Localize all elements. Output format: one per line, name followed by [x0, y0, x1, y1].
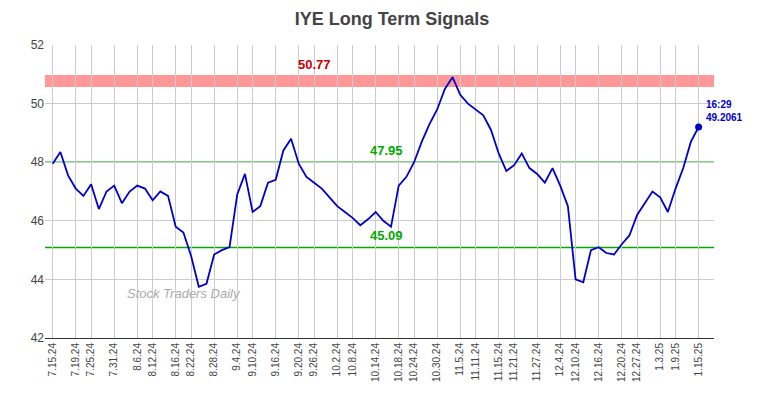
- svg-text:10.30.24: 10.30.24: [431, 343, 442, 382]
- svg-text:50: 50: [31, 97, 45, 111]
- svg-text:1.9.25: 1.9.25: [670, 343, 681, 371]
- svg-text:8.28.24: 8.28.24: [208, 343, 219, 377]
- svg-text:12.4.24: 12.4.24: [554, 343, 565, 377]
- svg-text:1.15.25: 1.15.25: [693, 343, 704, 377]
- svg-text:45.09: 45.09: [370, 228, 403, 243]
- svg-text:8.12.24: 8.12.24: [147, 343, 158, 377]
- svg-text:9.20.24: 9.20.24: [293, 343, 304, 377]
- svg-text:12.20.24: 12.20.24: [616, 343, 627, 382]
- svg-text:9.10.24: 9.10.24: [247, 343, 258, 377]
- svg-text:48: 48: [31, 155, 45, 169]
- svg-text:12.10.24: 12.10.24: [570, 343, 581, 382]
- svg-text:10.14.24: 10.14.24: [370, 343, 381, 382]
- svg-text:47.95: 47.95: [370, 143, 403, 158]
- svg-text:IYE Long Term Signals: IYE Long Term Signals: [295, 9, 490, 29]
- svg-text:7.31.24: 7.31.24: [108, 343, 119, 377]
- svg-text:11.21.24: 11.21.24: [508, 343, 519, 382]
- svg-text:44: 44: [31, 273, 45, 287]
- svg-text:42: 42: [31, 331, 45, 345]
- svg-text:7.19.24: 7.19.24: [70, 343, 81, 377]
- svg-text:11.15.24: 11.15.24: [493, 343, 504, 382]
- svg-text:12.16.24: 12.16.24: [593, 343, 604, 382]
- svg-text:9.26.24: 9.26.24: [308, 343, 319, 377]
- svg-text:11.27.24: 11.27.24: [531, 343, 542, 382]
- svg-text:8.22.24: 8.22.24: [185, 343, 196, 377]
- svg-text:8.6.24: 8.6.24: [132, 343, 143, 371]
- svg-text:46: 46: [31, 214, 45, 228]
- svg-text:7.25.24: 7.25.24: [85, 343, 96, 377]
- svg-text:1.3.25: 1.3.25: [654, 343, 665, 371]
- svg-text:9.16.24: 9.16.24: [270, 343, 281, 377]
- svg-text:16:2949.2061: 16:2949.2061: [706, 99, 743, 123]
- svg-text:10.2.24: 10.2.24: [331, 343, 342, 377]
- svg-text:8.16.24: 8.16.24: [170, 343, 181, 377]
- svg-text:11.11.24: 11.11.24: [470, 343, 481, 381]
- svg-text:Stock Traders Daily: Stock Traders Daily: [127, 286, 241, 301]
- svg-text:7.15.24: 7.15.24: [47, 343, 58, 377]
- svg-text:50.77: 50.77: [298, 57, 331, 72]
- svg-text:52: 52: [31, 38, 45, 52]
- svg-text:10.8.24: 10.8.24: [347, 343, 358, 377]
- svg-text:10.18.24: 10.18.24: [393, 343, 404, 382]
- svg-text:9.4.24: 9.4.24: [231, 343, 242, 371]
- svg-text:12.27.24: 12.27.24: [631, 343, 642, 382]
- svg-text:11.5.24: 11.5.24: [454, 343, 465, 376]
- svg-text:10.24.24: 10.24.24: [408, 343, 419, 382]
